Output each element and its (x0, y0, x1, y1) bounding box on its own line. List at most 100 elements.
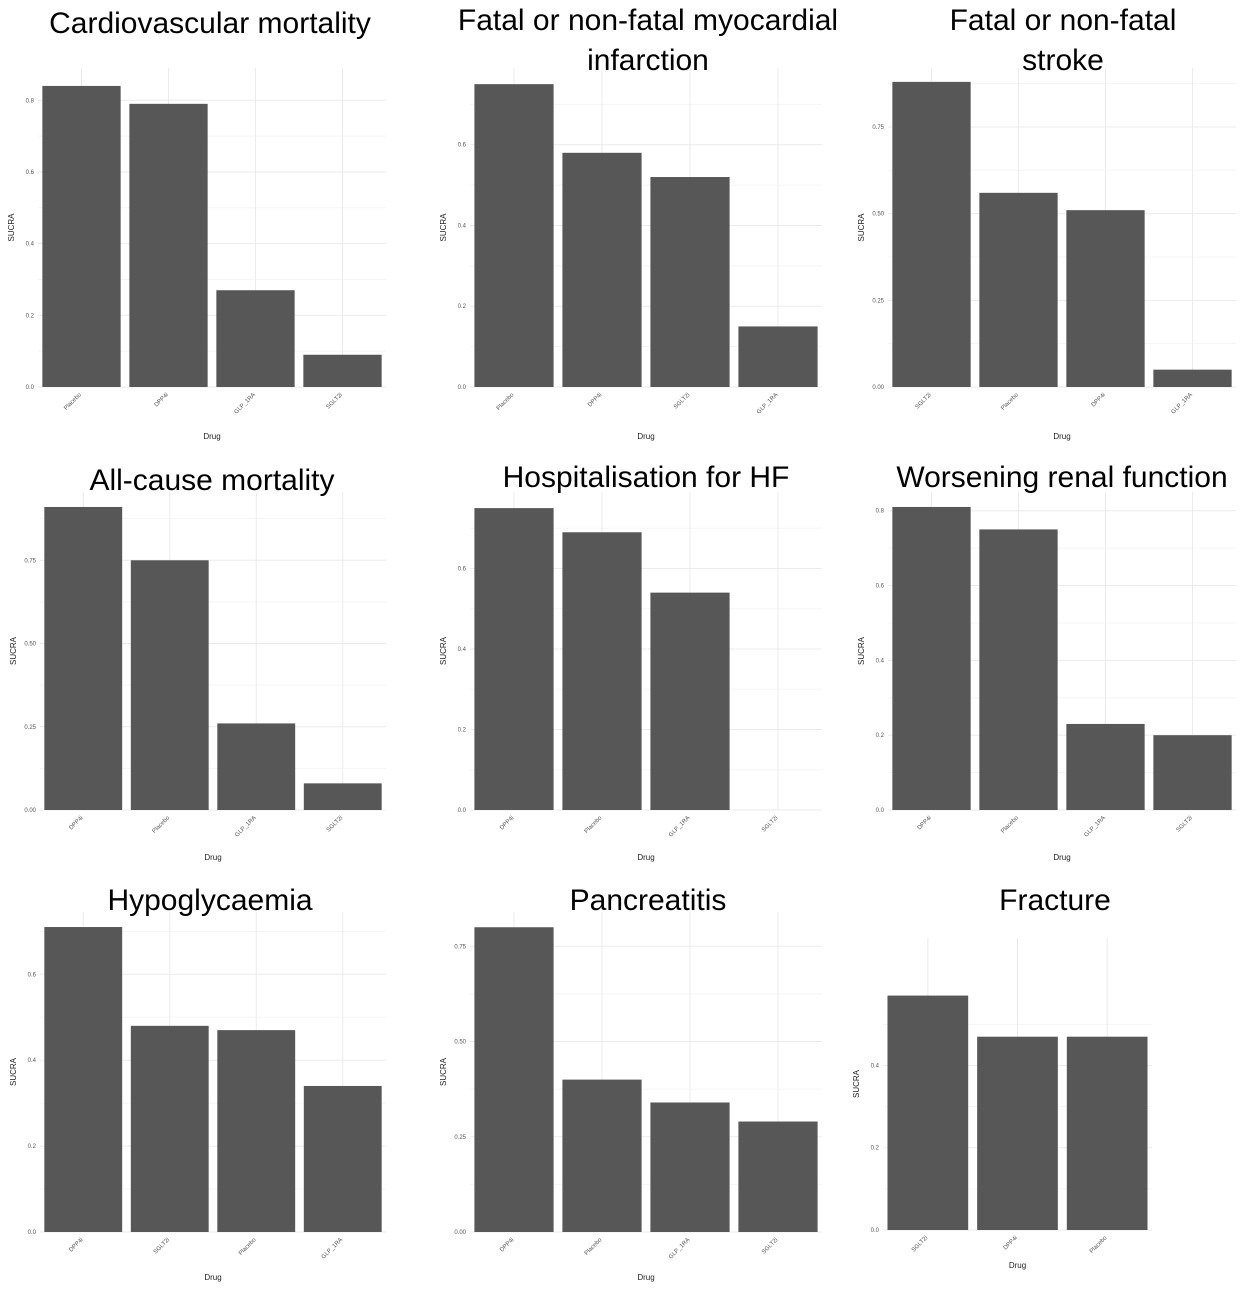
x-tick-label: SGLT2i (915, 392, 933, 410)
y-tick-label: 0.8 (876, 509, 885, 515)
bar (303, 354, 382, 387)
y-tick-label: 0.2 (458, 304, 467, 310)
x-tick-label: SGLT2i (326, 392, 344, 410)
x-tick-label: SGLT2i (911, 1235, 929, 1253)
y-tick-label: 0.0 (458, 385, 467, 391)
y-tick-label: 0.25 (454, 1135, 466, 1141)
bar (474, 508, 554, 810)
x-tick-label: DPP4i (499, 1237, 515, 1253)
y-axis-label: SUCRA (439, 636, 448, 665)
y-tick-label: 0.75 (24, 558, 36, 564)
bar (1153, 369, 1232, 387)
y-tick-label: 0.4 (458, 223, 467, 229)
chart-title: Hospitalisation for HF (503, 461, 790, 494)
bar (303, 1085, 382, 1232)
y-tick-label: 0.2 (26, 313, 35, 319)
bar (1066, 723, 1145, 810)
x-axis-label: Drug (204, 853, 221, 862)
x-tick-label: GLP_1RA (234, 392, 257, 415)
bar (44, 506, 123, 810)
x-axis-label: Drug (1053, 432, 1070, 441)
bar (216, 290, 295, 387)
bar (562, 532, 642, 810)
x-axis-label: Drug (1053, 853, 1070, 862)
chart-panel: Fatal or non-fatal myocardial infarction 0… (439, 4, 838, 441)
bar (1153, 735, 1232, 810)
y-axis-label: SUCRA (439, 213, 448, 242)
bar (887, 995, 969, 1230)
y-axis-label: SUCRA (7, 213, 16, 242)
y-axis-label: SUCRA (9, 636, 18, 665)
y-tick-label: 0.50 (24, 642, 36, 648)
x-axis-label: Drug (637, 1273, 654, 1282)
y-axis-label: SUCRA (852, 1069, 861, 1098)
y-tick-label: 0.2 (458, 727, 467, 733)
x-tick-label: DPP4i (587, 392, 603, 408)
y-tick-label: 0.00 (24, 808, 36, 814)
y-tick-label: 0.0 (871, 1228, 880, 1234)
y-tick-label: 0.2 (28, 1144, 37, 1150)
bar (130, 1025, 209, 1232)
y-tick-label: 0.6 (876, 584, 885, 590)
x-tick-label: DPP4i (68, 815, 84, 831)
chart-panel: Fatal or non-fatal stroke 0.00 0.25 0.50 0.75… (857, 4, 1236, 441)
x-tick-label: GLP_1RA (1171, 392, 1194, 415)
x-tick-label: Placebo (496, 392, 516, 412)
y-tick-label: 0.0 (876, 808, 885, 814)
x-axis-label: Drug (204, 1273, 221, 1282)
x-tick-label: Placebo (238, 1237, 258, 1257)
bar (979, 192, 1058, 387)
chart-panel: Hypoglycaemia 0.0 0.2 0.4 0.6 DPP4i SGLT2i Plac… (9, 884, 386, 1282)
x-tick-label: DPP4i (68, 1237, 84, 1253)
chart-title: Pancreatitis (570, 884, 727, 917)
bar (1066, 210, 1145, 387)
x-tick-label: SGLT2i (153, 1237, 171, 1255)
y-tick-label: 0.75 (872, 125, 884, 131)
bar (562, 1079, 642, 1232)
x-tick-label: Placebo (584, 1237, 604, 1257)
x-tick-label: GLP_1RA (668, 815, 691, 838)
bar (892, 81, 971, 388)
bar (42, 85, 121, 388)
y-tick-label: 0.4 (871, 1063, 880, 1069)
x-tick-label: Placebo (152, 815, 172, 835)
chart-title: Cardiovascular mortality (49, 7, 371, 40)
y-tick-label: 0.50 (872, 212, 884, 218)
x-tick-label: GLP_1RA (1084, 815, 1107, 838)
y-tick-label: 0.4 (876, 658, 885, 664)
y-tick-label: 0.25 (872, 298, 884, 304)
bar (129, 103, 208, 387)
x-tick-label: GLP_1RA (321, 1237, 344, 1260)
chart-title: All-cause mortality (89, 464, 334, 497)
x-tick-label: Placebo (1000, 392, 1020, 412)
y-tick-label: 0.0 (26, 385, 35, 391)
bar (303, 783, 382, 810)
x-axis-label: Drug (1009, 1261, 1026, 1270)
x-axis-label: Drug (203, 432, 220, 441)
x-tick-label: DPP4i (154, 392, 170, 408)
chart-title: infarction (587, 44, 709, 77)
y-tick-label: 0.6 (458, 566, 467, 572)
bar (650, 177, 730, 387)
bar (650, 1102, 730, 1232)
y-axis-label: SUCRA (439, 1057, 448, 1086)
bar (130, 560, 209, 810)
y-tick-label: 0.2 (876, 733, 885, 739)
x-tick-label: DPP4i (917, 815, 933, 831)
x-tick-label: Placebo (63, 392, 83, 412)
x-axis-label: Drug (637, 432, 654, 441)
chart-title: Fracture (999, 884, 1111, 917)
y-tick-label: 0.0 (28, 1230, 37, 1236)
chart-panel: All-cause mortality 0.00 0.25 0.50 0.75 DPP4i… (9, 464, 386, 862)
y-tick-label: 0.6 (28, 972, 37, 978)
x-tick-label: SGLT2i (761, 1237, 779, 1255)
x-axis-label: Drug (637, 853, 654, 862)
x-tick-label: GLP_1RA (756, 392, 779, 415)
bar (738, 1121, 818, 1232)
y-tick-label: 0.4 (458, 647, 467, 653)
y-tick-label: 0.50 (454, 1040, 466, 1046)
x-tick-label: DPP4i (499, 815, 515, 831)
y-tick-label: 0.75 (454, 944, 466, 950)
bar (217, 723, 296, 810)
